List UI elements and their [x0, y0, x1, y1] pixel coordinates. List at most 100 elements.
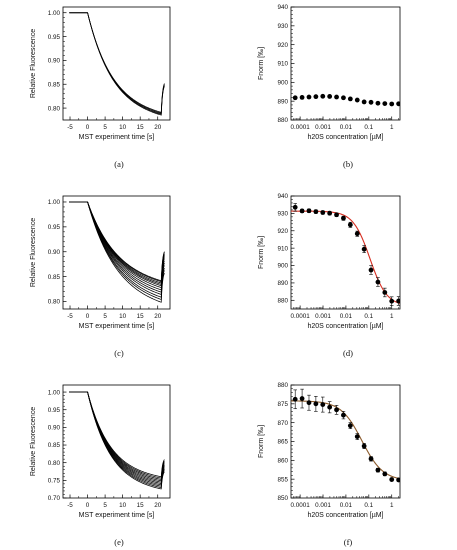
y-tick-label: 910	[277, 61, 288, 68]
data-point	[396, 101, 400, 107]
y-tick-label: 880	[277, 117, 288, 124]
data-point	[354, 231, 360, 237]
series-line-3	[69, 391, 165, 487]
data-point	[313, 209, 319, 215]
x-tick-label: 0.1	[364, 313, 373, 320]
series-line-4	[69, 12, 165, 113]
series-line-5	[69, 201, 165, 293]
series-line-6	[69, 391, 165, 483]
y-axis-label: Relative Fluorescence	[30, 407, 37, 476]
y-tick-label: 850	[277, 495, 288, 502]
data-point	[396, 298, 400, 304]
plot-frame	[62, 384, 171, 499]
x-tick-label: 0.0001	[290, 124, 310, 131]
chart-panel-4: 0.0001 0.001 0.01 0.1 1 880 890 900 910 920 930 940…	[258, 193, 401, 358]
x-tick-label: 0	[86, 124, 90, 131]
data-point	[382, 471, 388, 477]
data-point	[292, 396, 298, 402]
y-tick-label: 890	[277, 98, 288, 105]
x-tick-label: 0.01	[340, 313, 353, 320]
x-tick-label: 10	[119, 313, 127, 320]
panel-label: (c)	[114, 348, 124, 358]
y-tick-label: 0.90	[48, 425, 61, 432]
x-tick-label: -5	[67, 502, 73, 509]
series-line-3	[69, 12, 165, 114]
data-point	[382, 101, 388, 107]
x-tick-label: 0	[86, 313, 90, 320]
x-tick-label: 15	[137, 124, 145, 131]
y-tick-label: 0.85	[48, 442, 61, 449]
series-line-5	[69, 391, 165, 485]
x-tick-label: 0.1	[364, 502, 373, 509]
data-point	[299, 95, 305, 100]
y-tick-label: 900	[277, 263, 288, 270]
series-line-7	[69, 391, 165, 482]
y-tick-label: 0.80	[48, 460, 61, 467]
data-point	[306, 208, 312, 214]
y-axis-label: Fnorm [‰]	[258, 236, 265, 269]
plot-area	[292, 93, 400, 107]
data-point	[382, 290, 388, 295]
series-line-10	[69, 201, 165, 284]
y-tick-label: 855	[277, 476, 288, 483]
data-point	[341, 412, 346, 418]
data-point	[320, 210, 326, 215]
x-tick-label: 10	[119, 502, 127, 509]
x-tick-label: 5	[103, 124, 107, 131]
y-tick-label: 940	[277, 4, 288, 11]
y-tick-label: 870	[277, 420, 288, 427]
plot-frame	[62, 6, 171, 121]
panel-label: (d)	[343, 348, 353, 358]
data-point	[368, 99, 374, 105]
y-tick-label: 0.95	[48, 407, 61, 414]
x-tick-label: 1	[390, 124, 394, 131]
x-tick-label: 15	[137, 313, 145, 320]
chart-panel-5: -5 0 5 10 15 20 0.70 0.75 0.80 0.85 0.90 0.95 1.00 MS…	[30, 384, 171, 547]
chart-panel-2: 0.0001 0.001 0.01 0.1 1 880 890 900 910 920 930 940…	[258, 4, 401, 169]
y-tick-label: 0.70	[48, 495, 61, 502]
x-tick-label: 15	[137, 502, 145, 509]
y-tick-label: 930	[277, 23, 288, 30]
y-tick-label: 920	[277, 228, 288, 235]
x-axis-label: h20S concentration [µM]	[307, 512, 383, 519]
x-tick-label: 20	[154, 313, 162, 320]
y-tick-label: 940	[277, 193, 288, 200]
x-tick-label: 20	[154, 124, 162, 131]
y-tick-label: 0.90	[48, 249, 61, 256]
data-point	[299, 396, 305, 401]
y-tick-label: 1.00	[48, 199, 61, 206]
x-tick-label: 0.001	[315, 502, 331, 509]
x-axis-label: MST experiment time [s]	[79, 134, 155, 141]
y-tick-label: 880	[277, 382, 288, 389]
data-point	[327, 94, 333, 99]
data-point	[368, 267, 374, 273]
y-tick-label: 0.95	[48, 34, 61, 41]
plot-area	[69, 201, 165, 303]
plot-area	[69, 12, 165, 116]
y-tick-label: 865	[277, 439, 288, 446]
series-line-1	[69, 12, 165, 116]
plot-area	[291, 203, 400, 306]
series-line-9	[69, 201, 165, 285]
data-point	[341, 95, 346, 101]
data-point	[375, 467, 381, 473]
x-tick-label: 5	[103, 313, 107, 320]
data-point	[354, 434, 360, 439]
y-tick-label: 1.00	[48, 389, 61, 396]
series-line-10	[69, 391, 165, 478]
data-point	[389, 298, 395, 304]
data-point	[292, 204, 298, 210]
x-tick-label: -5	[67, 313, 73, 320]
data-point	[361, 99, 367, 105]
y-tick-label: 0.90	[48, 58, 61, 65]
panel-label: (e)	[114, 537, 124, 547]
plot-area	[69, 391, 165, 490]
data-point	[347, 222, 353, 228]
y-tick-label: 910	[277, 245, 288, 252]
y-axis-label: Fnorm [‰]	[258, 425, 265, 458]
x-tick-label: -5	[67, 124, 73, 131]
data-point	[361, 246, 367, 252]
y-tick-label: 880	[277, 298, 288, 305]
x-axis-label: h20S concentration [µM]	[307, 323, 383, 330]
fit-curve	[291, 400, 400, 480]
